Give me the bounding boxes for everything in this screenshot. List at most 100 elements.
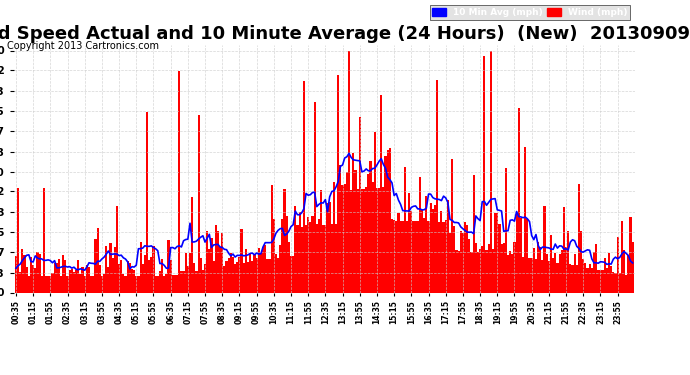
Bar (195, 271, 197, 292)
Bar (573, 254, 575, 292)
Bar (66, 276, 68, 292)
Bar (386, 150, 388, 292)
Bar (30, 257, 32, 292)
Bar (88, 267, 90, 292)
Bar (320, 190, 322, 292)
Bar (382, 187, 384, 292)
Bar (406, 221, 408, 292)
Bar (505, 168, 507, 292)
Bar (606, 268, 608, 292)
Bar (355, 170, 357, 292)
Bar (303, 81, 305, 292)
Bar (305, 225, 307, 292)
Bar (430, 203, 432, 292)
Bar (580, 231, 582, 292)
Bar (444, 220, 447, 292)
Bar (575, 265, 578, 292)
Bar (131, 269, 133, 292)
Bar (260, 253, 262, 292)
Bar (284, 189, 286, 292)
Bar (471, 252, 473, 292)
Bar (118, 264, 120, 292)
Bar (232, 257, 234, 292)
Bar (548, 261, 550, 292)
Bar (569, 264, 571, 292)
Bar (268, 259, 270, 292)
Bar (266, 259, 268, 292)
Bar (432, 209, 434, 292)
Bar (110, 243, 112, 292)
Bar (558, 254, 561, 292)
Bar (54, 264, 56, 292)
Bar (277, 258, 279, 292)
Bar (243, 263, 245, 292)
Bar (496, 213, 498, 292)
Bar (388, 148, 391, 292)
Bar (619, 273, 621, 292)
Bar (451, 159, 453, 292)
Bar (224, 266, 226, 292)
Bar (166, 274, 168, 292)
Bar (490, 51, 492, 292)
Bar (206, 231, 208, 292)
Bar (90, 276, 92, 292)
Bar (567, 231, 569, 292)
Title: Wind Speed Actual and 10 Minute Average (24 Hours)  (New)  20130909: Wind Speed Actual and 10 Minute Average … (0, 26, 690, 44)
Bar (126, 261, 129, 292)
Bar (402, 221, 404, 292)
Bar (464, 222, 466, 292)
Bar (515, 214, 518, 292)
Bar (114, 248, 116, 292)
Bar (372, 182, 374, 292)
Bar (64, 260, 66, 292)
Bar (460, 231, 462, 292)
Bar (79, 274, 81, 292)
Bar (264, 245, 266, 292)
Bar (251, 261, 253, 292)
Bar (376, 188, 378, 292)
Bar (602, 270, 604, 292)
Bar (524, 147, 526, 292)
Bar (395, 221, 397, 292)
Bar (163, 276, 166, 292)
Bar (531, 258, 533, 292)
Bar (578, 184, 580, 292)
Bar (187, 266, 189, 292)
Bar (335, 224, 337, 292)
Bar (357, 189, 359, 292)
Bar (440, 211, 442, 292)
Bar (241, 229, 243, 292)
Bar (507, 255, 509, 292)
Bar (286, 216, 288, 292)
Bar (434, 205, 436, 292)
Bar (105, 246, 107, 292)
Bar (199, 258, 201, 292)
Bar (367, 174, 369, 292)
Bar (107, 267, 110, 292)
Bar (41, 276, 43, 292)
Bar (593, 252, 595, 292)
Bar (359, 117, 361, 292)
Bar (604, 258, 606, 292)
Bar (148, 260, 150, 292)
Bar (328, 202, 331, 292)
Bar (608, 253, 610, 292)
Bar (168, 240, 170, 292)
Bar (614, 273, 617, 292)
Bar (279, 245, 282, 292)
Bar (103, 274, 105, 292)
Bar (324, 225, 326, 292)
Bar (449, 232, 451, 292)
Bar (210, 238, 213, 292)
Bar (612, 272, 614, 292)
Bar (442, 222, 444, 292)
Bar (419, 177, 421, 292)
Bar (469, 239, 471, 292)
Bar (21, 249, 23, 292)
Bar (542, 260, 544, 292)
Bar (238, 257, 241, 292)
Bar (457, 251, 460, 292)
Bar (124, 276, 126, 292)
Bar (309, 222, 311, 292)
Bar (219, 248, 221, 292)
